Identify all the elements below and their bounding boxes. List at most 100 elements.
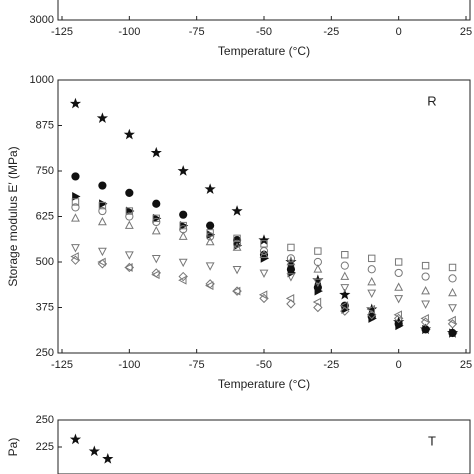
y-tick-label: 625 bbox=[36, 210, 54, 222]
data-point bbox=[367, 310, 377, 320]
data-point bbox=[340, 284, 350, 293]
data-point bbox=[124, 220, 134, 229]
data-point bbox=[394, 268, 403, 278]
data-point bbox=[286, 273, 296, 282]
panel-label: R bbox=[427, 93, 436, 108]
data-point bbox=[259, 249, 269, 259]
x-tick-label: -125 bbox=[51, 359, 73, 371]
data-point bbox=[340, 306, 350, 316]
y-tick-label: 3000 bbox=[30, 14, 54, 26]
data-point bbox=[232, 239, 242, 248]
data-point bbox=[71, 244, 80, 253]
data-point bbox=[125, 188, 134, 197]
x-tick-label: -125 bbox=[51, 26, 73, 38]
data-point bbox=[367, 276, 377, 286]
data-point bbox=[96, 112, 108, 123]
y-tick-label: 875 bbox=[36, 119, 54, 131]
data-point bbox=[421, 286, 431, 295]
x-tick-label: 0 bbox=[396, 359, 402, 371]
data-point bbox=[206, 229, 214, 237]
x-axis-label: Temperature (°C) bbox=[218, 377, 310, 391]
data-point bbox=[285, 293, 295, 303]
x-tick-label: -100 bbox=[118, 359, 140, 371]
data-point bbox=[258, 234, 270, 245]
data-point bbox=[232, 265, 242, 275]
data-point bbox=[287, 268, 297, 278]
data-point bbox=[341, 251, 349, 259]
data-point bbox=[178, 275, 187, 285]
data-point bbox=[178, 231, 188, 240]
data-point bbox=[313, 264, 323, 273]
data-point bbox=[88, 445, 100, 457]
y-tick-label: 225 bbox=[36, 441, 54, 453]
data-point bbox=[422, 324, 431, 334]
data-point bbox=[204, 183, 216, 194]
data-point bbox=[71, 172, 80, 181]
data-point bbox=[259, 269, 269, 278]
data-point bbox=[314, 286, 323, 296]
data-point bbox=[286, 256, 296, 266]
data-point bbox=[69, 433, 82, 445]
x-tick-label: 0 bbox=[396, 26, 402, 38]
data-point bbox=[178, 258, 188, 268]
data-point bbox=[102, 453, 114, 464]
plot-frame bbox=[57, 79, 471, 354]
data-point bbox=[340, 271, 350, 280]
data-point bbox=[150, 146, 162, 158]
y-tick-label: 250 bbox=[36, 414, 54, 426]
data-point bbox=[71, 203, 80, 212]
data-point bbox=[259, 246, 269, 256]
data-point bbox=[152, 214, 160, 223]
data-point bbox=[395, 321, 404, 331]
data-point bbox=[394, 282, 404, 291]
data-point bbox=[98, 181, 107, 190]
y-tick-label: 375 bbox=[36, 301, 54, 313]
panel-label: T bbox=[428, 433, 436, 448]
x-tick-label: -50 bbox=[256, 359, 272, 371]
data-point bbox=[205, 281, 214, 291]
data-point bbox=[448, 263, 457, 272]
data-point bbox=[339, 288, 351, 300]
data-point bbox=[286, 299, 296, 309]
data-point bbox=[98, 201, 107, 210]
data-point bbox=[232, 242, 242, 251]
x-tick-label: 25 bbox=[460, 359, 472, 371]
data-point bbox=[151, 225, 161, 235]
data-point bbox=[286, 254, 296, 263]
data-point bbox=[448, 287, 457, 297]
data-point bbox=[393, 310, 402, 320]
x-tick-label: 25 bbox=[460, 26, 472, 38]
data-point bbox=[179, 221, 187, 230]
data-point bbox=[394, 295, 404, 304]
data-point bbox=[151, 270, 160, 280]
data-point bbox=[366, 304, 376, 314]
x-tick-label: -75 bbox=[189, 26, 205, 38]
data-point bbox=[179, 210, 188, 219]
data-point bbox=[123, 128, 135, 140]
y-tick-label: 1000 bbox=[30, 74, 54, 86]
data-point bbox=[448, 304, 457, 313]
data-point bbox=[98, 206, 107, 216]
data-point bbox=[421, 272, 430, 281]
data-point bbox=[421, 261, 430, 270]
data-point bbox=[125, 212, 134, 221]
y-axis-label: Storage modulus E′ (MPa) bbox=[6, 146, 20, 286]
data-point bbox=[313, 278, 323, 288]
data-point bbox=[449, 328, 458, 338]
data-point bbox=[124, 251, 134, 260]
data-point bbox=[287, 243, 295, 252]
data-point bbox=[314, 247, 322, 255]
data-point bbox=[97, 257, 106, 267]
data-point bbox=[151, 255, 161, 264]
data-point bbox=[421, 300, 431, 309]
data-point bbox=[152, 217, 161, 227]
data-point bbox=[231, 286, 241, 296]
data-point bbox=[368, 254, 376, 263]
data-point bbox=[231, 205, 243, 216]
data-point bbox=[447, 315, 456, 325]
data-point bbox=[97, 216, 107, 226]
x-tick-label: -25 bbox=[323, 359, 339, 371]
data-point bbox=[367, 289, 377, 299]
data-point bbox=[152, 199, 161, 208]
data-point bbox=[448, 274, 457, 283]
